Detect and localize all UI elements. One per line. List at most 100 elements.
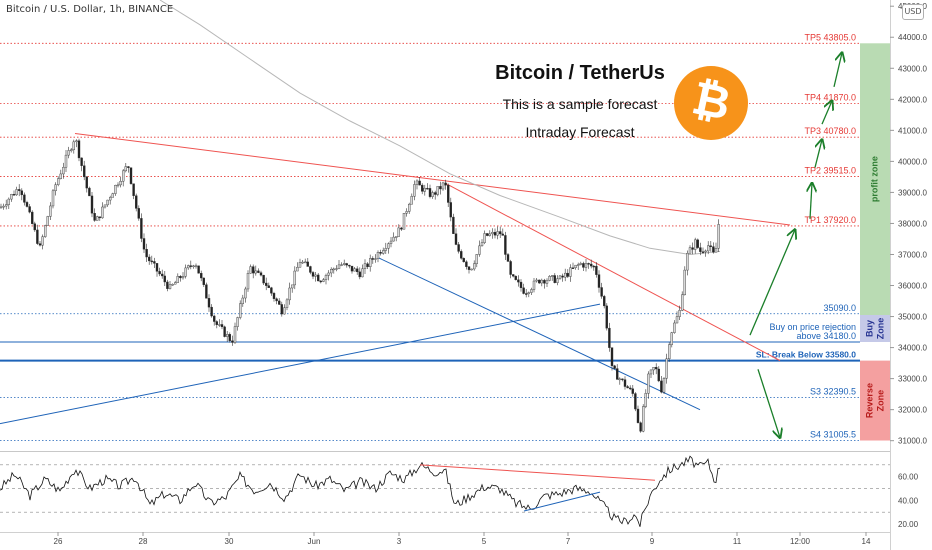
candle-body <box>75 140 78 143</box>
candle-body <box>592 265 595 268</box>
candle-body <box>501 233 504 236</box>
candle-body <box>205 284 208 299</box>
candle-body <box>265 282 268 286</box>
candle-body <box>701 251 705 253</box>
candle-body <box>254 270 258 274</box>
candle-body <box>231 340 234 343</box>
candle-body <box>20 190 23 196</box>
candle-body <box>236 317 239 327</box>
candle-body <box>436 186 439 195</box>
time-tick-label: 3 <box>397 537 402 546</box>
forecast-type: Intraday Forecast <box>525 124 635 140</box>
candle-body <box>418 180 421 186</box>
candle-body <box>267 285 270 288</box>
price-tick-label: 43000.0 <box>898 64 927 73</box>
candle-body <box>623 379 627 387</box>
candle-body <box>132 183 135 196</box>
candle-body <box>251 266 255 274</box>
candle-body <box>470 268 473 271</box>
candle-body <box>579 263 582 265</box>
candle-body <box>514 275 517 280</box>
candle-body <box>90 195 94 214</box>
candle-body <box>686 253 689 271</box>
candle-body <box>314 274 317 277</box>
candle-body <box>491 231 494 235</box>
candle-body <box>486 233 489 236</box>
candle-body <box>44 225 47 237</box>
bitcoin-logo-circle <box>674 66 748 140</box>
time-tick-label: 7 <box>566 537 571 546</box>
candle-body <box>69 149 73 152</box>
candle-body <box>114 185 117 194</box>
candle-body <box>57 178 60 185</box>
candle-body <box>525 293 528 295</box>
candle-body <box>72 141 76 151</box>
candle-body <box>678 310 681 317</box>
candle-body <box>322 279 325 282</box>
candle-body <box>657 368 660 382</box>
candle-body <box>423 187 426 192</box>
candle-body <box>207 298 211 308</box>
candle-body <box>33 223 36 231</box>
candle-body <box>532 280 536 290</box>
candle-body <box>353 268 356 272</box>
candle-body <box>317 274 320 282</box>
candle-body <box>327 272 330 276</box>
candle-body <box>408 203 411 212</box>
candle-body <box>595 265 598 275</box>
candle-body <box>95 216 99 221</box>
candle-body <box>556 278 559 283</box>
symbol-title: Bitcoin / U.S. Dollar, 1h, BINANCE <box>6 4 174 15</box>
candle-body <box>597 274 601 288</box>
currency-button[interactable]: USD <box>902 4 924 20</box>
candle-body <box>493 231 497 236</box>
candle-body <box>564 272 567 278</box>
candle-body <box>111 193 115 198</box>
candle-body <box>460 251 463 259</box>
candle-body <box>309 266 312 273</box>
candle-body <box>246 273 250 290</box>
candle-body <box>603 296 606 307</box>
price-tick-label: 33000.0 <box>898 375 927 384</box>
time-tick-label: 30 <box>225 537 234 546</box>
candle-body <box>166 281 169 289</box>
candle-body <box>696 239 699 248</box>
candle-body <box>704 250 707 253</box>
candle-body <box>215 321 219 325</box>
candle-body <box>382 250 385 254</box>
candle-body <box>577 264 580 266</box>
candle-body <box>545 280 549 284</box>
candle-body <box>361 268 364 278</box>
candle-body <box>103 204 107 208</box>
level-label-tp4: TP4 41870.0 <box>804 92 856 102</box>
candle-body <box>647 373 650 394</box>
candle-body <box>85 176 89 189</box>
candle-body <box>155 263 159 272</box>
price-tick-label: 31000.0 <box>898 437 927 446</box>
candle-body <box>402 213 406 230</box>
candle-body <box>319 280 322 283</box>
candle-body <box>571 267 575 269</box>
time-tick-label: 11 <box>733 537 742 546</box>
candle-body <box>621 378 624 381</box>
candle-body <box>649 369 653 375</box>
candle-body <box>54 184 57 192</box>
candle-body <box>652 367 655 371</box>
candle-body <box>77 140 81 159</box>
zone-label: Zone <box>875 390 885 412</box>
level-label-tp5: TP5 43805.0 <box>804 32 856 42</box>
candle-body <box>64 154 68 168</box>
price-tick-label: 35000.0 <box>898 313 927 322</box>
candle-body <box>673 322 676 333</box>
candle-body <box>574 264 577 268</box>
candle-body <box>410 196 413 205</box>
candle-body <box>400 227 403 230</box>
candle-body <box>293 270 296 286</box>
candle-body <box>519 281 523 289</box>
candle-body <box>457 244 460 252</box>
candle-body <box>51 190 55 207</box>
candle-body <box>626 386 629 389</box>
candle-body <box>101 206 104 219</box>
candle-body <box>449 202 452 218</box>
